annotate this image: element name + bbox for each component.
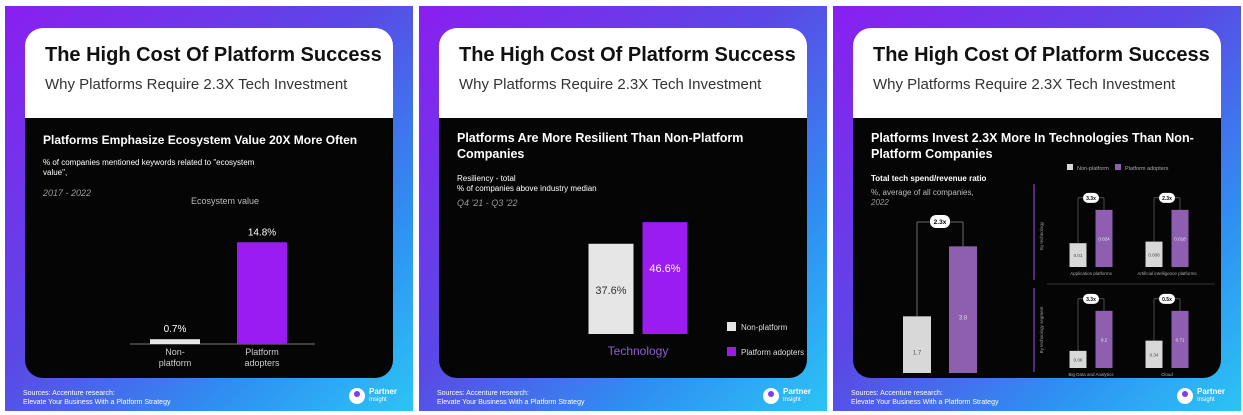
- partner-insight-logo: Partner Insight: [762, 386, 811, 406]
- panel-tech-spend: The High Cost Of Platform Success Why Pl…: [833, 6, 1241, 411]
- category-label: Cloud: [1161, 372, 1173, 377]
- main-chart-title: Total tech spend/revenue ratio: [871, 174, 987, 183]
- multiplier-badge: [1083, 192, 1099, 203]
- source-footer: Sources: Accenture research: Elevate You…: [851, 390, 999, 406]
- category-label: Artificial intelligence platforms: [1137, 271, 1197, 276]
- category-label: Non-: [165, 347, 185, 357]
- category-label: Platform: [245, 347, 279, 357]
- bar: [1171, 209, 1189, 267]
- page-title: The High Cost Of Platform Success: [459, 44, 796, 66]
- legend-label: Platform adopters: [741, 348, 804, 357]
- multiplier-label: 3.3x: [1086, 196, 1096, 202]
- data-label: 0.2: [1101, 337, 1108, 342]
- panel-resiliency: The High Cost Of Platform Success Why Pl…: [419, 6, 827, 411]
- data-label: 14.8%: [248, 227, 276, 238]
- partner-insight-logo: Partner Insight: [1176, 386, 1225, 406]
- data-label: 0.34: [1150, 352, 1159, 357]
- multiplier-badge: [930, 215, 950, 228]
- data-label: 0.01: [1074, 253, 1083, 258]
- legend-label: Non-platform: [1077, 166, 1109, 172]
- chart-title: Platforms Invest 2.3X More In Technologi…: [871, 131, 1194, 161]
- chart-subtitle-2: % of companies above industry median: [457, 184, 597, 193]
- multiplier-badge: [1159, 293, 1175, 304]
- category-label: platform: [159, 358, 192, 368]
- multiplier-label: 2.3x: [934, 219, 947, 226]
- data-label: 0.008: [1148, 252, 1160, 257]
- panel-ecosystem: The High Cost Of Platform Success Why Pl…: [5, 6, 413, 411]
- bar: [1171, 310, 1189, 368]
- data-label: 0.7%: [164, 324, 187, 335]
- bar: [150, 339, 200, 344]
- data-label: 37.6%: [595, 285, 626, 297]
- multiplier-badge: [1159, 192, 1175, 203]
- data-label: 0.71: [1176, 337, 1185, 342]
- legend-swatch: [1115, 164, 1121, 170]
- bar: [1095, 209, 1113, 267]
- category-label: Application platforms: [1070, 271, 1113, 276]
- legend-swatch: [727, 347, 736, 356]
- bar-chart-tech-spend: Non-platform Platform adopters 1.7 3.8 2.3x B…: [903, 164, 1215, 377]
- bar: [642, 222, 688, 334]
- category-label: Big Data and Analytics: [1068, 372, 1114, 377]
- bar: [237, 242, 287, 344]
- bar: [588, 243, 634, 334]
- source-footer: Sources: Accenture research: Elevate You…: [437, 390, 585, 406]
- bar: [1069, 243, 1087, 267]
- chart-card: Platforms Emphasize Ecosystem Value 20X …: [25, 118, 393, 378]
- logo-icon: [1176, 388, 1193, 404]
- category-label: adopters: [244, 358, 280, 368]
- page-title: The High Cost Of Platform Success: [45, 44, 382, 66]
- chart-card: Platforms Are More Resilient Than Non-Pl…: [439, 118, 807, 378]
- logo-icon: [762, 388, 779, 404]
- multiplier-badge: [1083, 293, 1099, 304]
- data-label: 0.06: [1074, 357, 1083, 362]
- chart-subtitle-1: Resiliency - total: [457, 174, 516, 183]
- data-label: 0.024: [1098, 236, 1110, 241]
- panel-header: The High Cost Of Platform Success Why Pl…: [853, 28, 1221, 118]
- source-footer: Sources: Accenture research: Elevate You…: [23, 390, 171, 406]
- data-label: 0.018: [1174, 236, 1186, 241]
- multiplier-label: 2.3x: [1162, 196, 1172, 202]
- panel-header: The High Cost Of Platform Success Why Pl…: [439, 28, 807, 118]
- data-label: 46.6%: [649, 263, 680, 275]
- legend-label: Platform adopters: [1125, 166, 1169, 172]
- legend-swatch: [1067, 164, 1073, 170]
- legend-label: Non-platform: [741, 323, 788, 332]
- panel-header: The High Cost Of Platform Success Why Pl…: [25, 28, 393, 118]
- chart-period: Q4 '21 - Q3 '22: [457, 198, 518, 208]
- partner-insight-logo: Partner Insight: [348, 386, 397, 406]
- page-subtitle: Why Platforms Require 2.3X Tech Investme…: [45, 76, 348, 93]
- logo-icon: [348, 388, 365, 404]
- bar-chart-resiliency: 37.6% Non-platform 46.6% Platform adopters T…: [588, 222, 804, 358]
- bar: [1145, 340, 1163, 368]
- main-chart-subtitle: %, average of all companies,: [871, 188, 974, 197]
- bar: [949, 246, 977, 373]
- data-label: 1.7: [913, 351, 922, 357]
- group-label: By technology segment: [1039, 306, 1044, 354]
- bar: [1145, 241, 1163, 267]
- chart-title: Platforms Emphasize Ecosystem Value 20X …: [43, 133, 358, 147]
- bar: [1069, 350, 1087, 368]
- legend-swatch: [727, 322, 736, 331]
- page-title: The High Cost Of Platform Success: [873, 44, 1210, 66]
- bar: [903, 316, 931, 373]
- group-label: By technology: [1039, 221, 1044, 250]
- chart-card: Platforms Invest 2.3X More In Technologi…: [853, 118, 1221, 378]
- multiplier-label: 3.3x: [1086, 297, 1096, 303]
- chart-subtitle: % of companies mentioned keywords relate…: [43, 158, 255, 177]
- chart-period: 2017 - 2022: [43, 188, 92, 198]
- bar-chart-ecosystem: Ecosystem value 0.7% Non-platform 14.8% Plat…: [130, 196, 315, 368]
- page-subtitle: Why Platforms Require 2.3X Tech Investme…: [873, 76, 1176, 93]
- chart-title: Platforms Are More Resilient Than Non-Pl…: [457, 131, 744, 161]
- multiplier-label: 0.5x: [1162, 297, 1172, 303]
- main-chart-period: 2022: [871, 198, 889, 207]
- data-label: 3.8: [959, 316, 968, 322]
- category-label: Technology: [608, 344, 669, 358]
- bar: [1095, 310, 1113, 368]
- x-axis-label: Ecosystem value: [191, 196, 259, 206]
- page-subtitle: Why Platforms Require 2.3X Tech Investme…: [459, 76, 762, 93]
